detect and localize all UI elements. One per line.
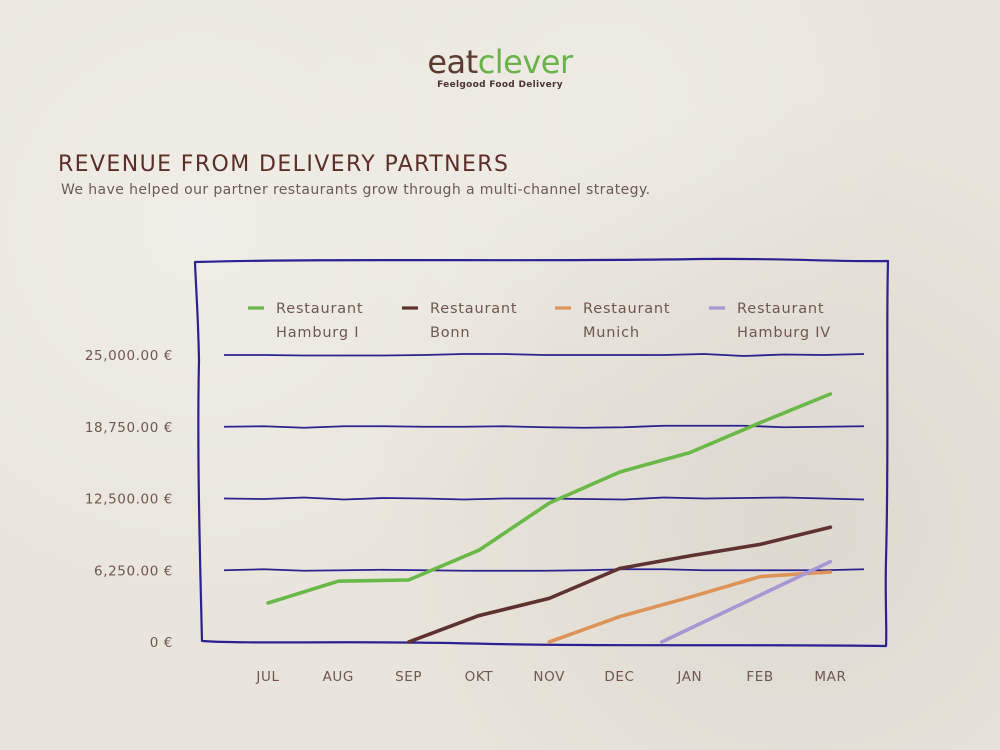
gridline — [223, 424, 865, 429]
logo-tagline: Feelgood Food Delivery — [437, 80, 563, 90]
chart-frame-border — [193, 257, 890, 648]
series-line — [406, 525, 833, 644]
chart-gridlines — [223, 353, 865, 572]
legend-label: Restaurant Munich — [583, 301, 670, 341]
y-tick-label: 12,500.00 € — [85, 492, 173, 508]
x-tick-label: JAN — [676, 669, 702, 685]
x-axis-ticks: JUL AUG SEP OKT NOV DEC JAN FEB MAR — [255, 669, 846, 685]
x-tick-label: OKT — [465, 669, 494, 685]
logo-wordmark: eatclever — [0, 44, 1000, 80]
x-tick-label: SEP — [395, 669, 422, 685]
x-tick-label: NOV — [533, 669, 565, 685]
chart-series — [266, 392, 833, 644]
logo-word-clever: clever — [477, 43, 573, 81]
legend-label: Restaurant Hamburg I — [276, 301, 363, 341]
y-tick-label: 0 € — [150, 635, 173, 651]
gridline — [224, 353, 865, 357]
legend-item: Restaurant Bonn — [402, 301, 517, 341]
page-title: REVENUE FROM DELIVERY PARTNERS — [58, 152, 510, 177]
x-tick-label: MAR — [814, 669, 846, 685]
x-tick-label: JUL — [255, 669, 279, 685]
logo-word-eat: eat — [427, 43, 478, 81]
series-line — [266, 392, 833, 605]
x-tick-label: DEC — [604, 669, 634, 685]
legend-label: Restaurant Bonn — [430, 301, 517, 341]
y-axis-ticks: 0 € 6,250.00 € 12,500.00 € 18,750.00 € 25,00… — [85, 348, 173, 651]
x-tick-label: AUG — [323, 669, 354, 685]
y-tick-label: 25,000.00 € — [85, 348, 173, 364]
gridline — [223, 568, 865, 572]
gridline — [223, 496, 865, 501]
logo: eatclever Feelgood Food Delivery — [0, 44, 1000, 90]
series-line — [547, 570, 833, 644]
chart-legend: Restaurant Hamburg I Restaurant Bonn Restaur… — [248, 301, 831, 341]
page-subtitle: We have helped our partner restaurants g… — [61, 182, 651, 198]
y-tick-label: 6,250.00 € — [94, 563, 173, 579]
legend-label: Restaurant Hamburg IV — [737, 301, 831, 341]
legend-item: Restaurant Hamburg IV — [709, 301, 831, 341]
legend-item: Restaurant Munich — [555, 301, 670, 341]
chart-frame — [193, 257, 890, 648]
series-line — [659, 559, 833, 644]
y-tick-label: 18,750.00 € — [85, 420, 173, 436]
x-tick-label: FEB — [746, 669, 773, 685]
legend-item: Restaurant Hamburg I — [248, 301, 363, 341]
